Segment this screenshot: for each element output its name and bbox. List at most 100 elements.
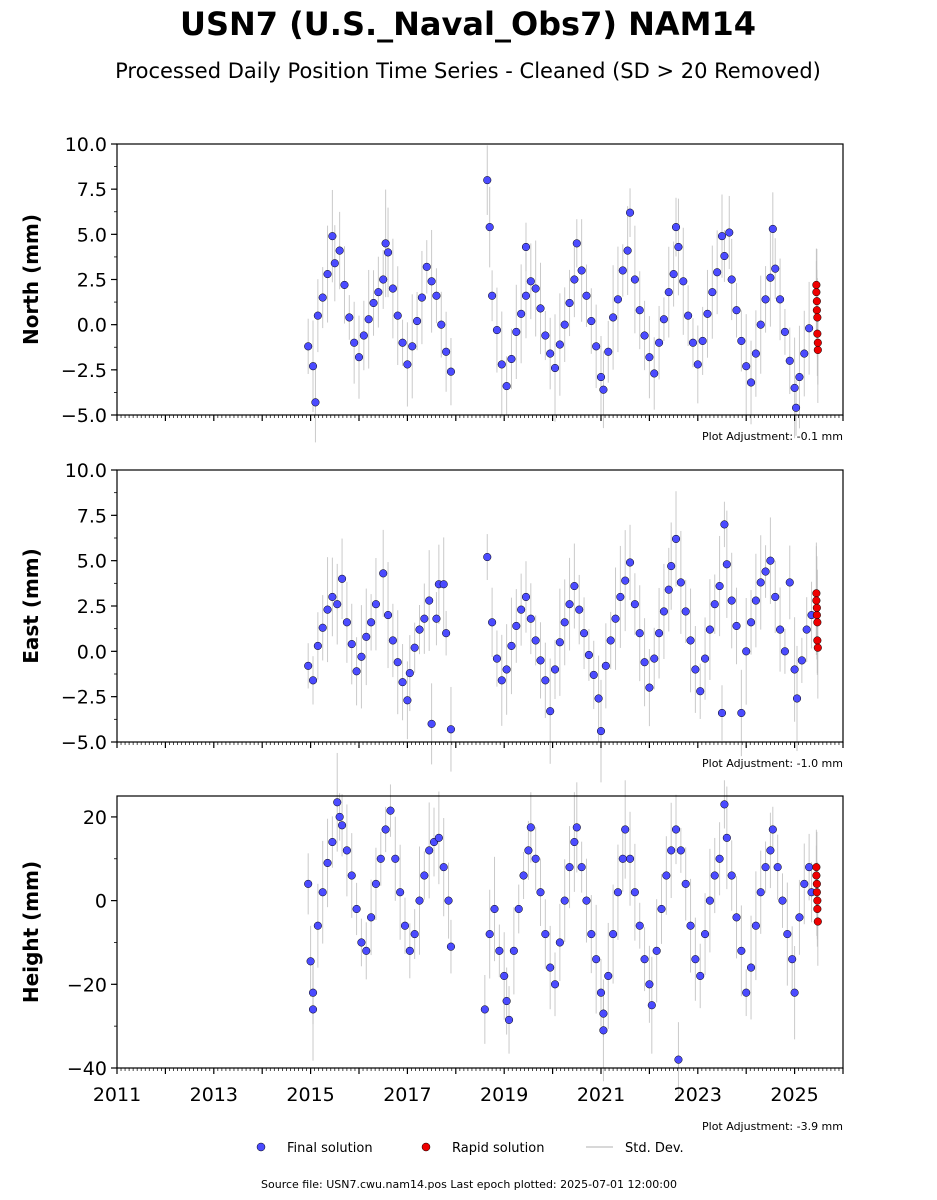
final-solution-point	[333, 600, 342, 609]
final-solution-point	[338, 574, 347, 583]
x-tick-label: 2025	[770, 1084, 818, 1106]
rapid-solution-point	[812, 589, 821, 598]
final-solution-point	[742, 362, 751, 371]
plot-adjustment-note: Plot Adjustment: -0.1 mm	[702, 430, 843, 443]
final-solution-point	[308, 676, 318, 685]
final-solution-point	[338, 821, 347, 830]
final-solution-point	[792, 403, 801, 412]
final-solution-point	[304, 661, 313, 670]
final-solution-point	[635, 629, 644, 638]
final-solution-point	[500, 971, 509, 980]
final-solution-point	[732, 913, 741, 922]
final-solution-point	[446, 725, 456, 734]
final-solution-point	[761, 567, 770, 576]
final-solution-point	[313, 311, 322, 320]
final-solution-point	[800, 349, 809, 358]
final-solution-point	[580, 629, 589, 638]
final-solution-point	[485, 223, 494, 232]
final-solution-point	[488, 291, 497, 300]
final-solution-point	[371, 879, 380, 888]
final-solution-point	[761, 863, 770, 872]
final-solution-point	[630, 275, 639, 284]
final-solution-point	[705, 896, 714, 905]
final-solution-point	[589, 670, 598, 679]
data-points	[304, 176, 822, 412]
final-solution-point	[439, 863, 448, 872]
final-solution-point	[364, 315, 373, 324]
final-solution-point	[671, 825, 681, 834]
y-tick-label: 20	[83, 807, 107, 829]
source-footer: Source file: USN7.cwu.nam14.pos Last epo…	[261, 1178, 677, 1191]
final-solution-point	[768, 224, 777, 233]
final-solution-point	[609, 313, 618, 322]
final-solution-point	[417, 293, 426, 302]
final-solution-point	[376, 854, 385, 863]
rapid-solution-point	[813, 896, 822, 905]
final-solution-point	[362, 632, 371, 641]
final-solution-point	[437, 320, 446, 329]
final-solution-point	[398, 338, 407, 347]
final-solution-point	[635, 921, 644, 930]
final-solution-point	[555, 938, 564, 947]
final-solution-point	[773, 863, 782, 872]
final-solution-point	[313, 641, 322, 650]
final-solution-point	[737, 336, 746, 345]
final-solution-point	[350, 338, 359, 347]
final-solution-point	[577, 863, 586, 872]
rapid-solution-point	[813, 618, 822, 627]
final-solution-point	[766, 273, 775, 282]
final-solution-point	[640, 331, 649, 340]
final-solution-point	[502, 665, 511, 674]
final-solution-point	[304, 879, 313, 888]
final-solution-point	[342, 618, 351, 627]
final-solution-point	[717, 232, 727, 241]
final-solution-point	[671, 534, 681, 543]
final-solution-point	[560, 320, 569, 329]
final-solution-point	[422, 262, 431, 271]
final-solution-point	[550, 363, 560, 373]
final-solution-point	[780, 647, 789, 656]
final-solution-point	[388, 636, 397, 645]
y-axis-label: Height (mm)	[19, 861, 43, 1003]
final-solution-point	[480, 1005, 489, 1014]
plot-adjustment-note: Plot Adjustment: -1.0 mm	[702, 757, 843, 770]
y-axis: 20 0 −20 −40	[67, 807, 117, 1080]
final-solution-point	[751, 349, 760, 358]
final-solution-point	[599, 1009, 608, 1018]
panel-1: 10.0 7.5 5.0 2.5 0.0 −2.5 −5.0 North (mm) Plot A…	[19, 134, 844, 443]
final-solution-point	[393, 658, 402, 667]
final-solution-point	[541, 676, 550, 685]
final-solution-point	[330, 259, 339, 268]
final-solution-point	[318, 888, 327, 897]
final-solution-point	[507, 354, 516, 364]
final-solution-point	[601, 661, 610, 670]
final-solution-point	[497, 360, 506, 369]
legend-final-label: Final solution	[287, 1141, 373, 1156]
final-solution-point	[710, 600, 719, 609]
final-solution-point	[688, 338, 698, 347]
final-solution-point	[708, 288, 717, 297]
final-solution-point	[664, 288, 673, 297]
final-solution-point	[371, 600, 380, 609]
final-solution-point	[771, 264, 780, 273]
final-solution-point	[427, 719, 436, 728]
final-solution-point	[521, 242, 531, 252]
final-solution-point	[625, 558, 635, 567]
final-solution-point	[618, 266, 627, 275]
final-solution-point	[379, 275, 388, 284]
final-solution-point	[596, 373, 606, 382]
final-solution-point	[379, 569, 388, 578]
final-solution-point	[662, 871, 671, 880]
final-solution-point	[536, 656, 545, 665]
final-solution-point	[618, 854, 627, 863]
final-solution-point	[318, 623, 327, 632]
final-solution-point	[485, 930, 494, 939]
final-solution-point	[671, 223, 681, 232]
final-solution-point	[599, 385, 608, 394]
y-axis: 10.0 7.5 5.0 2.5 0.0 −2.5 −5.0	[61, 460, 117, 754]
final-solution-point	[388, 284, 397, 293]
final-solution-point	[340, 280, 349, 289]
final-solution-point	[415, 625, 424, 634]
final-solution-point	[495, 946, 504, 955]
